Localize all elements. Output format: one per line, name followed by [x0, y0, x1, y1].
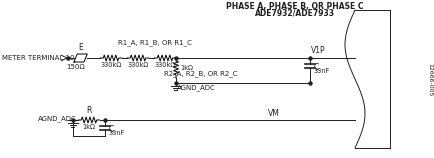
Text: 1kΩ: 1kΩ	[82, 124, 95, 130]
Text: R1_A, R1_B, OR R1_C: R1_A, R1_B, OR R1_C	[118, 39, 191, 46]
Text: VM: VM	[267, 109, 279, 118]
Text: 33nF: 33nF	[109, 130, 125, 136]
Text: E: E	[79, 43, 83, 52]
Text: AGND_ADC: AGND_ADC	[177, 84, 215, 91]
Text: PHASE A, PHASE B, OR PHASE C: PHASE A, PHASE B, OR PHASE C	[226, 2, 363, 11]
Text: 330kΩ: 330kΩ	[154, 62, 175, 68]
Text: C: C	[313, 63, 319, 72]
Text: 150Ω: 150Ω	[66, 64, 85, 70]
Text: 330kΩ: 330kΩ	[127, 62, 148, 68]
Text: R2_A, R2_B, OR R2_C: R2_A, R2_B, OR R2_C	[164, 70, 237, 77]
Text: AGND_ADC: AGND_ADC	[38, 116, 76, 122]
Text: 33nF: 33nF	[313, 68, 329, 74]
Text: 330kΩ: 330kΩ	[100, 62, 122, 68]
Text: 1kΩ: 1kΩ	[180, 65, 192, 71]
Text: METER TERMINAL 10: METER TERMINAL 10	[2, 55, 74, 61]
Text: 12666-005: 12666-005	[427, 63, 431, 97]
Text: V1P: V1P	[310, 46, 325, 55]
Text: R: R	[86, 106, 92, 115]
Text: ADE7932/ADE7933: ADE7932/ADE7933	[254, 9, 334, 18]
Text: C: C	[109, 125, 114, 134]
